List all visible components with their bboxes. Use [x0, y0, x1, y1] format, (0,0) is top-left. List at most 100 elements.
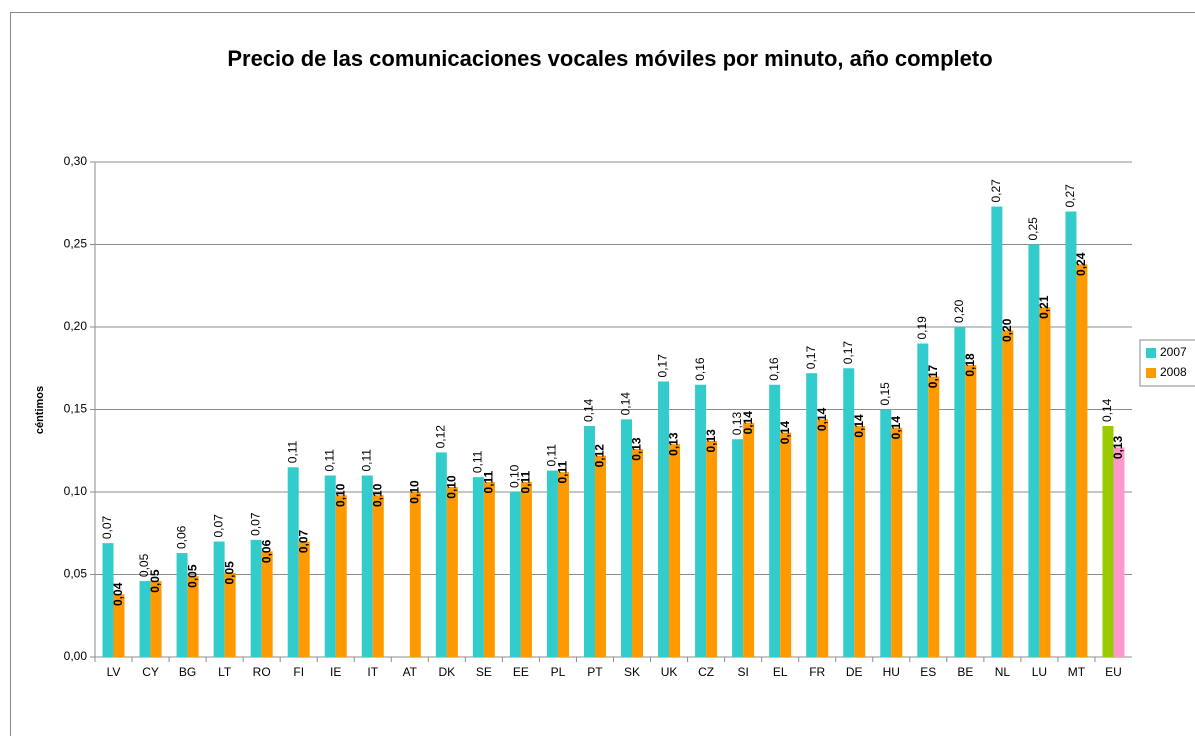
value-label: 0,16 [693, 357, 707, 381]
bar [1065, 211, 1077, 657]
value-label: 0,10 [445, 475, 459, 499]
value-label: 0,14 [741, 411, 755, 435]
x-tick-label: SE [476, 665, 492, 679]
bar [435, 452, 447, 657]
x-tick-label: NL [995, 665, 1011, 679]
bar [298, 541, 310, 657]
value-label: 0,10 [508, 464, 522, 488]
value-label: 0,13 [704, 429, 718, 453]
bar [1028, 244, 1040, 657]
bar [965, 364, 977, 657]
x-tick-label: DK [439, 665, 456, 679]
bar [732, 439, 744, 657]
value-label: 0,05 [148, 569, 162, 593]
value-label: 0,25 [1026, 217, 1040, 241]
chart-title: Precio de las comunicaciones vocales móv… [227, 46, 992, 71]
bar [806, 373, 818, 657]
value-label: 0,17 [656, 354, 670, 378]
value-label: 0,11 [482, 470, 496, 493]
bar [817, 419, 829, 657]
value-label: 0,17 [841, 341, 855, 365]
value-label: 0,15 [878, 382, 892, 406]
value-label: 0,21 [1037, 295, 1051, 319]
x-tick-label: IE [330, 665, 341, 679]
x-tick-label: BG [179, 665, 196, 679]
bar [250, 539, 262, 657]
bar [224, 572, 236, 657]
value-label: 0,13 [630, 437, 644, 461]
x-tick-label: BE [957, 665, 973, 679]
bar [472, 477, 484, 657]
x-tick-label: PL [551, 665, 566, 679]
x-tick-label: RO [253, 665, 271, 679]
value-label: 0,16 [767, 357, 781, 381]
bar [843, 368, 855, 657]
y-tick-label: 0,00 [64, 649, 88, 663]
value-label: 0,14 [815, 407, 829, 431]
value-label: 0,05 [185, 564, 199, 588]
x-tick-label: MT [1068, 665, 1086, 679]
value-label: 0,14 [619, 392, 633, 416]
x-tick-label: SK [624, 665, 640, 679]
x-tick-label: LU [1032, 665, 1047, 679]
x-tick-label: LV [107, 665, 121, 679]
bar [669, 444, 681, 657]
bar [706, 440, 718, 657]
bar [917, 343, 929, 657]
value-label: 0,12 [593, 444, 607, 468]
bar [594, 455, 606, 657]
x-tick-label: ES [920, 665, 936, 679]
value-label: 0,10 [370, 483, 384, 507]
value-label: 0,11 [519, 470, 533, 493]
value-label: 0,10 [333, 483, 347, 507]
bar [335, 495, 347, 657]
bar [557, 472, 569, 657]
y-tick-label: 0,20 [64, 319, 88, 333]
value-label: 0,27 [989, 179, 1003, 203]
bar [324, 475, 336, 657]
bar [1076, 264, 1088, 657]
bar [261, 551, 273, 657]
value-label: 0,05 [222, 561, 236, 585]
bar [102, 543, 114, 657]
x-tick-label: LT [218, 665, 232, 679]
legend-label: 2007 [1160, 345, 1187, 359]
bar [372, 495, 384, 657]
value-label: 0,06 [259, 539, 273, 563]
value-label: 0,13 [667, 432, 681, 456]
bar [928, 376, 940, 657]
y-tick-label: 0,25 [64, 237, 88, 251]
bar [1102, 426, 1114, 657]
bar [632, 449, 644, 657]
x-tick-label: IT [367, 665, 378, 679]
bar [621, 419, 633, 657]
bar [1039, 307, 1051, 657]
y-tick-label: 0,15 [64, 402, 88, 416]
value-label: 0,24 [1074, 252, 1088, 276]
value-label: 0,14 [582, 398, 596, 422]
bar [743, 422, 755, 657]
bar [287, 467, 299, 657]
x-tick-label: FI [293, 665, 304, 679]
bar [446, 487, 458, 657]
value-label: 0,13 [1111, 435, 1125, 459]
value-label: 0,10 [407, 480, 421, 504]
bar [150, 581, 162, 657]
value-label: 0,18 [963, 353, 977, 377]
value-label: 0,11 [545, 444, 559, 467]
y-tick-label: 0,10 [64, 484, 88, 498]
legend-swatch [1146, 368, 1156, 378]
bar [546, 470, 558, 657]
value-label: 0,19 [915, 316, 929, 340]
bar [213, 541, 225, 657]
value-label: 0,07 [100, 515, 114, 539]
bar [954, 327, 966, 657]
value-label: 0,20 [952, 299, 966, 323]
value-label: 0,20 [1000, 318, 1014, 342]
bar [409, 492, 421, 657]
bar [658, 381, 670, 657]
value-label: 0,14 [889, 416, 903, 440]
bar [176, 553, 188, 657]
bar [891, 427, 903, 657]
